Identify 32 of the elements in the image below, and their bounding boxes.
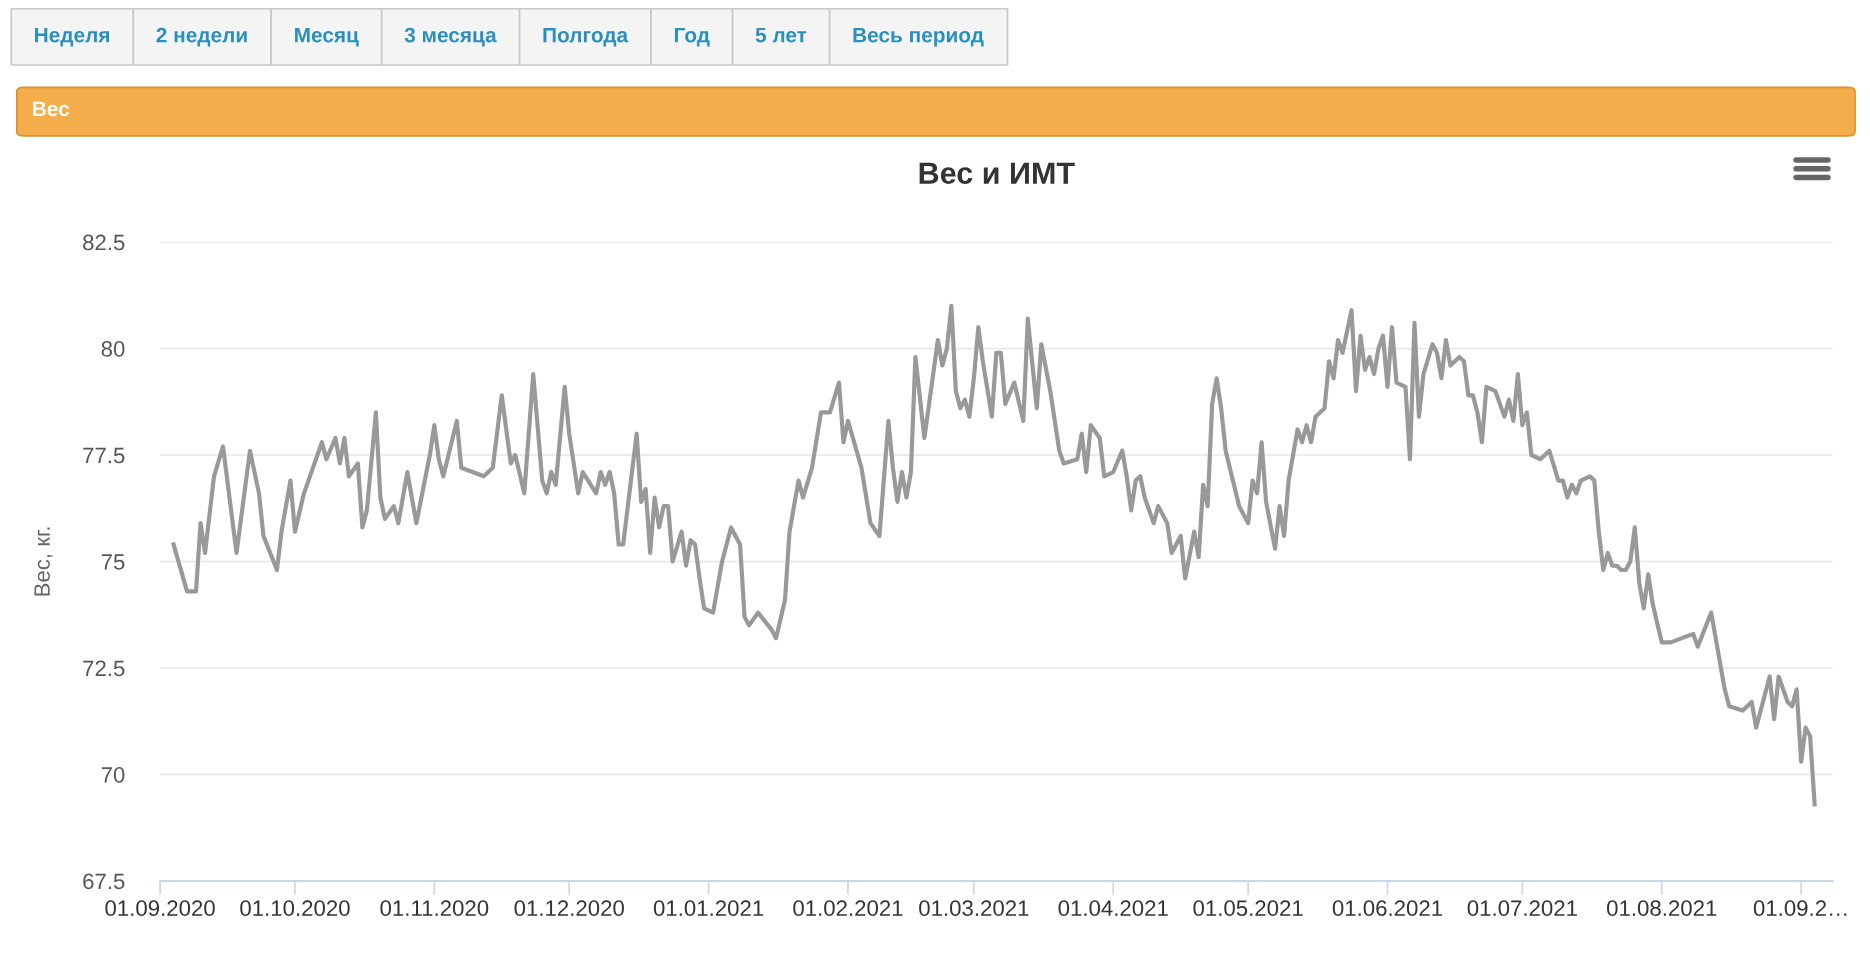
text: Месяц <box>295 27 359 47</box>
x-tick-label: 01.03.2021 <box>919 900 1029 917</box>
y-tick-label: 80 <box>101 341 125 357</box>
text: Неделя <box>35 27 110 47</box>
y-tick-label: 77.5 <box>83 447 125 464</box>
text: 3 месяца <box>404 27 497 47</box>
x-tick-label: 01.10.2020 <box>240 900 350 917</box>
x-tick-label: 01.02.2021 <box>793 900 903 917</box>
x-tick-label: 01.11.2020 <box>380 900 489 917</box>
text: Вес <box>33 101 70 117</box>
text: 5 лет <box>755 27 807 43</box>
x-tick-label: 01.07.2021 <box>1467 900 1577 917</box>
text: Весь период <box>853 27 984 47</box>
y-tick-label: 82.5 <box>83 234 125 251</box>
x-tick-label: 01.01.2021 <box>653 900 764 917</box>
chart-title: Вес и ИМТ <box>919 162 1075 184</box>
text: 2 недели <box>156 27 247 47</box>
y-tick-label: 67.5 <box>83 873 125 890</box>
y-tick-label: 70 <box>101 767 125 783</box>
text: Год <box>674 27 710 47</box>
x-tick-label: 01.12.2020 <box>514 900 624 917</box>
y-tick-label: 75 <box>101 554 125 570</box>
x-tick-label: 01.04.2021 <box>1058 900 1168 917</box>
x-tick-label: 01.08.2021 <box>1607 900 1717 917</box>
x-tick-label: 01.09.2… <box>1753 900 1847 917</box>
text: Полгода <box>543 27 629 47</box>
x-tick-label: 01.05.2021 <box>1193 900 1303 917</box>
x-tick-label: 01.06.2021 <box>1332 900 1443 917</box>
y-axis-title: Вес, кг. <box>34 527 53 596</box>
x-tick-label: 01.09.2020 <box>105 900 215 917</box>
y-tick-label: 72.5 <box>83 660 125 677</box>
line-series <box>171 303 1817 807</box>
